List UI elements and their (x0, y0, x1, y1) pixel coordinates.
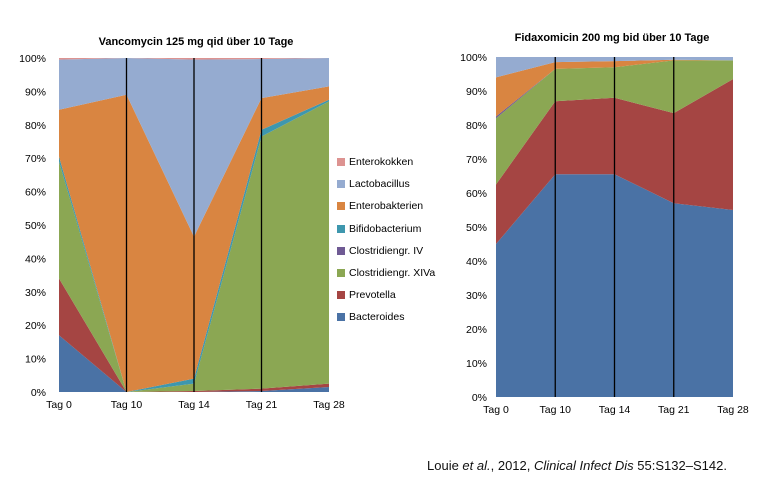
citation-year: , 2012, (490, 458, 534, 473)
legend-swatch (337, 246, 345, 255)
legend-label: Prevotella (349, 289, 396, 302)
y-tick-label: 100% (460, 52, 487, 64)
chart-title: Fidaxomicin 200 mg bid über 10 Tage (515, 32, 710, 44)
legend: Enterokokken Lactobacillus Enterobakteri… (337, 151, 435, 329)
legend-label: Enterokokken (349, 156, 414, 169)
legend-item: Clostridiengr. IV (337, 240, 435, 262)
x-tick-label: Tag 14 (178, 399, 210, 411)
y-tick-label: 0% (31, 387, 46, 399)
x-tick-label: Tag 14 (599, 404, 631, 416)
y-tick-label: 50% (25, 220, 46, 232)
y-tick-label: 30% (25, 287, 46, 299)
x-tick-label: Tag 21 (658, 404, 690, 416)
legend-swatch (337, 180, 345, 189)
x-tick-label: Tag 28 (717, 404, 749, 416)
y-tick-label: 60% (25, 187, 46, 199)
legend-item: Enterobakterien (337, 195, 435, 217)
citation: Louie et al., 2012, Clinical Infect Dis … (427, 458, 727, 473)
chart-0: Vancomycin 125 mg qid über 10 Tage 0% 10% 2… (19, 36, 345, 411)
legend-swatch (337, 313, 345, 322)
y-tick-label: 0% (472, 392, 487, 404)
legend-label: Lactobacillus (349, 178, 410, 191)
y-tick-label: 90% (25, 86, 46, 98)
legend-item: Enterokokken (337, 151, 435, 173)
legend-item: Bacteroides (337, 306, 435, 328)
legend-label: Clostridiengr. IV (349, 244, 424, 257)
legend-label: Enterobakterien (349, 200, 424, 213)
legend-item: Bifidobacterium (337, 218, 435, 240)
citation-pages: 55:S132–S142. (633, 458, 727, 473)
citation-etal: et al. (462, 458, 491, 473)
x-tick-label: Tag 10 (539, 404, 571, 416)
legend-swatch (337, 202, 345, 211)
chart-1: Fidaxomicin 200 mg bid über 10 Tage 0% 10%… (460, 32, 749, 416)
legend-swatch (337, 158, 345, 167)
legend-label: Bacteroides (349, 311, 405, 324)
legend-swatch (337, 224, 345, 233)
legend-item: Lactobacillus (337, 173, 435, 195)
legend-swatch (337, 269, 345, 278)
y-tick-label: 30% (466, 290, 487, 302)
chart-title: Vancomycin 125 mg qid über 10 Tage (99, 36, 294, 48)
y-tick-label: 100% (19, 53, 46, 65)
y-tick-label: 80% (466, 120, 487, 132)
y-tick-label: 20% (25, 320, 46, 332)
legend-label: Clostridiengr. XIVa (349, 267, 436, 280)
citation-journal: Clinical Infect Dis (533, 458, 634, 473)
x-tick-label: Tag 0 (483, 404, 509, 416)
y-tick-label: 60% (466, 188, 487, 200)
y-tick-label: 90% (466, 86, 487, 98)
citation-author: Louie (427, 458, 463, 473)
area-bacteroides (59, 335, 329, 392)
y-tick-label: 20% (466, 324, 487, 336)
y-tick-label: 70% (466, 154, 487, 166)
y-tick-label: 40% (466, 256, 487, 268)
x-tick-label: Tag 28 (313, 399, 345, 411)
y-tick-label: 70% (25, 153, 46, 165)
y-tick-label: 10% (466, 358, 487, 370)
legend-label: Bifidobacterium (349, 222, 422, 235)
legend-item: Prevotella (337, 284, 435, 306)
y-tick-label: 80% (25, 120, 46, 132)
y-tick-label: 40% (25, 253, 46, 265)
x-tick-label: Tag 21 (246, 399, 278, 411)
legend-item: Clostridiengr. XIVa (337, 262, 435, 284)
legend-swatch (337, 291, 345, 300)
y-tick-label: 50% (466, 222, 487, 234)
x-tick-label: Tag 0 (46, 399, 72, 411)
x-tick-label: Tag 10 (111, 399, 143, 411)
y-tick-label: 10% (25, 354, 46, 366)
